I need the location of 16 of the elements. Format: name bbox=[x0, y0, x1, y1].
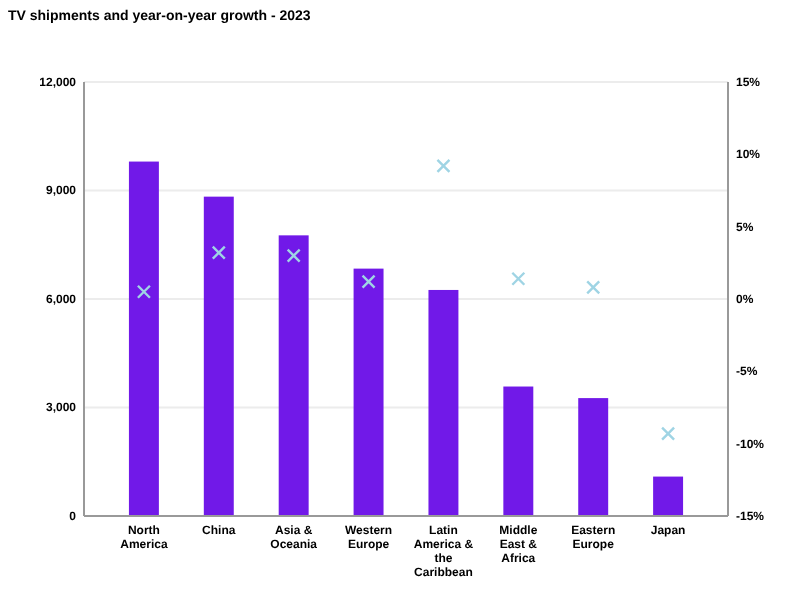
point bbox=[511, 271, 526, 286]
point bbox=[660, 426, 676, 441]
point bbox=[136, 284, 152, 299]
bar bbox=[353, 268, 384, 516]
point bbox=[211, 245, 226, 260]
bar bbox=[428, 289, 459, 516]
bar bbox=[578, 398, 609, 516]
bar bbox=[653, 476, 684, 516]
bar bbox=[203, 196, 234, 516]
point bbox=[586, 280, 601, 295]
point bbox=[436, 158, 451, 174]
bar bbox=[128, 161, 159, 516]
point bbox=[286, 248, 301, 263]
bar bbox=[503, 386, 534, 516]
bar bbox=[278, 235, 309, 516]
point bbox=[361, 274, 376, 289]
